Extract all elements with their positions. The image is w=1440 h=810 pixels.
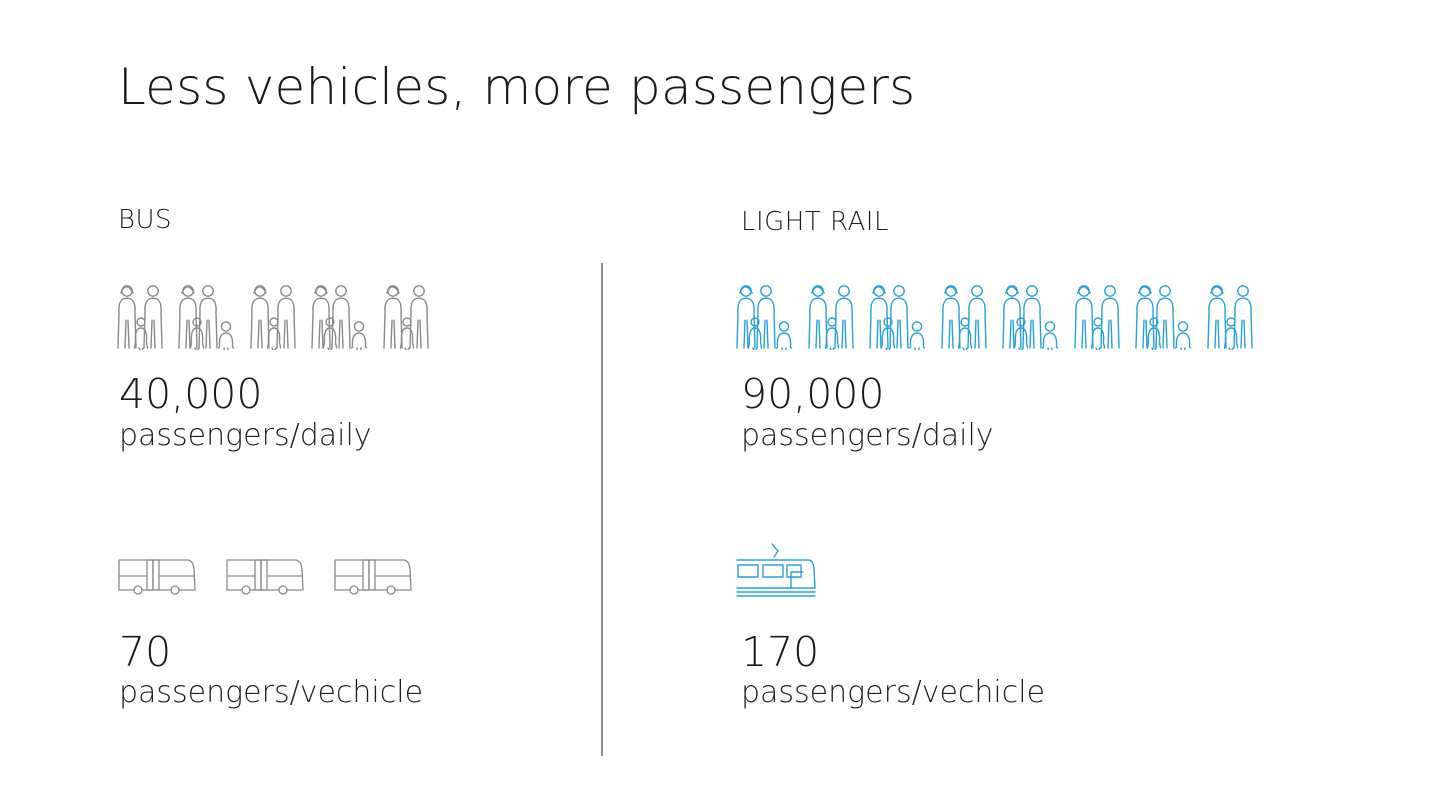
family-of-three-icon [808,285,854,350]
bus-daily-value: 40,000 [119,370,263,418]
bus-daily-unit: passengers/daily [119,418,372,453]
light-rail-daily-value: 90,000 [741,370,885,418]
bus-per-vehicle-unit: passengers/vechicle [119,675,424,710]
bus-icon [118,559,196,595]
tram-icon [736,543,816,597]
light-rail-section-label: LIGHT RAIL [741,207,889,237]
family-of-three-icon [941,285,987,350]
bus-icon [226,559,304,595]
page-title: Less vehicles, more passengers [118,58,916,116]
column-divider [601,263,603,756]
family-of-three-icon [117,285,163,350]
family-of-four-icon [736,285,793,350]
light-rail-passenger-icons [736,282,1268,350]
family-of-three-icon [1074,285,1120,350]
light-rail-per-vehicle-unit: passengers/vechicle [741,675,1046,710]
family-of-four-icon [1135,285,1192,350]
family-of-four-icon [869,285,926,350]
bus-passenger-icons [117,282,444,350]
bus-per-vehicle-value: 70 [119,628,172,676]
family-of-four-icon [178,285,235,350]
light-rail-daily-unit: passengers/daily [741,418,994,453]
family-of-three-icon [383,285,429,350]
bus-section-label: BUS [118,205,173,235]
family-of-four-icon [311,285,368,350]
family-of-three-icon [1207,285,1253,350]
bus-vehicle-icons [117,557,441,595]
family-of-four-icon [1002,285,1059,350]
light-rail-per-vehicle-value: 170 [741,628,820,676]
family-of-three-icon [250,285,296,350]
bus-icon [334,559,412,595]
light-rail-vehicle-icons [736,542,817,598]
